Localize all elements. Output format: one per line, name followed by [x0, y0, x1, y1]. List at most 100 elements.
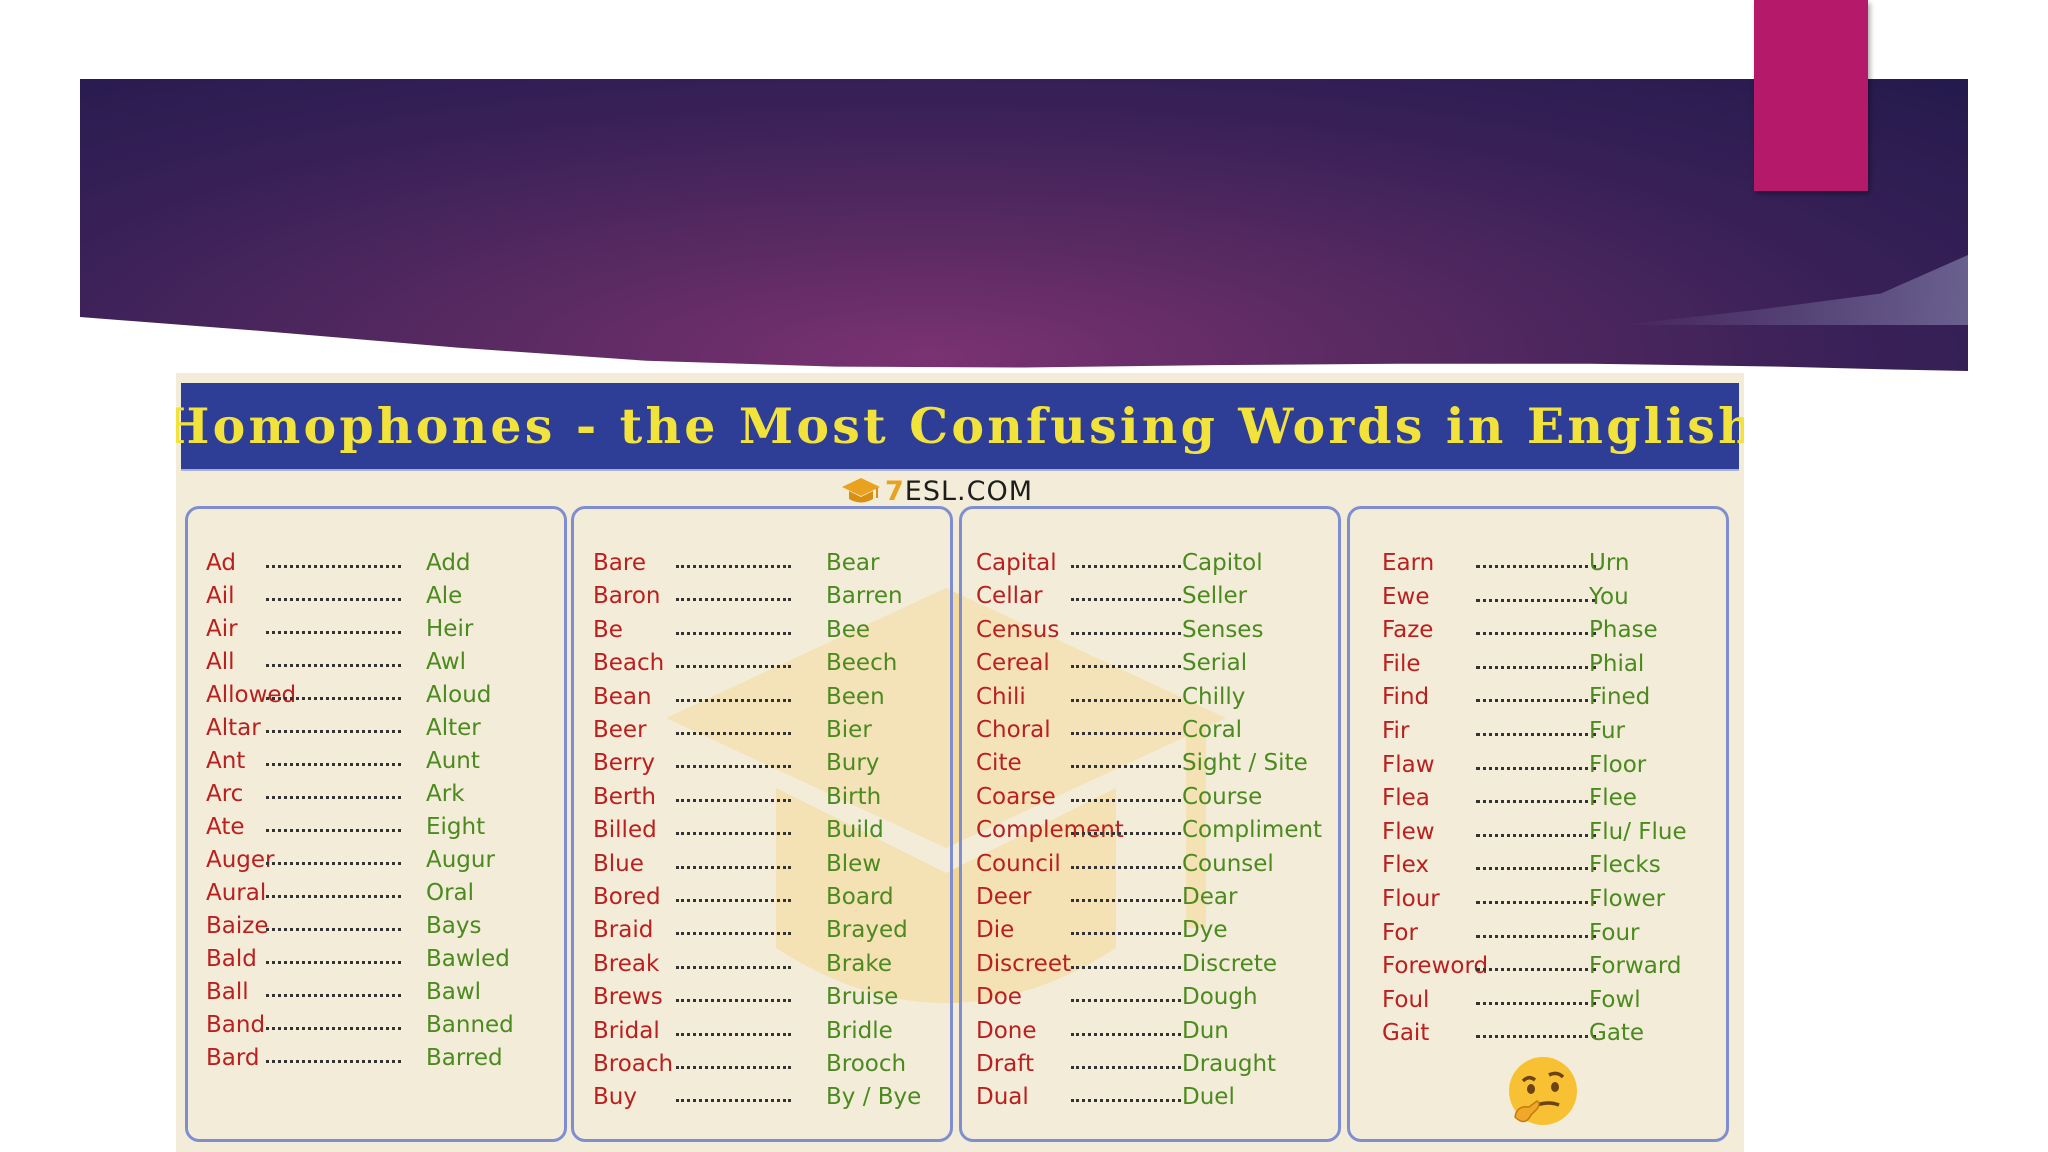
dotted-leader: [676, 1066, 791, 1069]
homophone-word: Broach: [593, 1051, 674, 1077]
homophone-match: Forward: [1589, 953, 1682, 980]
homophone-match: Discrete: [1182, 950, 1277, 977]
thinking-face-icon: [1509, 1057, 1577, 1125]
homophone-match: Phase: [1589, 617, 1658, 644]
homophone-word: Foul: [1382, 986, 1430, 1013]
dotted-leader: [676, 631, 791, 635]
homophone-word: Allowed: [206, 682, 297, 708]
homophone-match: Bawl: [426, 979, 482, 1005]
dotted-leader: [1476, 565, 1596, 568]
dotted-leader: [1071, 832, 1181, 836]
dotted-leader: [1071, 965, 1181, 969]
dotted-leader: [1071, 698, 1181, 702]
homophone-match: Bee: [826, 616, 871, 643]
dotted-leader: [1071, 631, 1181, 635]
homophone-word: Ad: [206, 550, 236, 576]
homophone-match: Barred: [426, 1045, 503, 1071]
homophone-match: Brayed: [826, 917, 908, 944]
dotted-leader: [1071, 732, 1181, 735]
homophone-match: Flecks: [1589, 852, 1661, 879]
homophone-word: Bridal: [593, 1017, 660, 1044]
dotted-leader: [676, 565, 791, 568]
dotted-leader: [1071, 932, 1181, 936]
homophone-word: Flex: [1382, 852, 1429, 879]
dotted-leader: [1071, 765, 1181, 769]
dotted-leader: [266, 1060, 401, 1063]
dotted-leader: [1476, 867, 1596, 871]
homophones-poster: Homophones - the Most Confusing Words in…: [176, 373, 1744, 1152]
word-panel-1: [185, 506, 567, 1142]
dotted-leader: [676, 899, 791, 902]
homophone-match: Beech: [826, 650, 898, 677]
homophone-match: Fur: [1589, 718, 1626, 744]
homophone-word: Fir: [1382, 718, 1410, 744]
dotted-leader: [1071, 598, 1181, 602]
homophone-word: File: [1382, 650, 1421, 677]
logo-seven: 7: [885, 475, 905, 507]
dotted-leader: [1476, 766, 1596, 770]
logo-text: ESL.COM: [904, 475, 1034, 507]
homophone-word: Break: [593, 950, 660, 977]
homophone-match: Fowl: [1589, 986, 1641, 1013]
homophone-match: Bury: [826, 750, 880, 777]
dotted-leader: [1476, 1035, 1596, 1039]
homophone-match: Board: [826, 884, 894, 910]
homophone-word: Buy: [593, 1084, 637, 1111]
homophone-match: Aloud: [426, 682, 492, 708]
homophone-word: Cite: [976, 750, 1022, 777]
homophone-match: Bays: [426, 913, 482, 939]
homophone-match: Capitol: [1182, 550, 1263, 576]
accent-tab: [1754, 0, 1868, 191]
dotted-leader: [1071, 999, 1181, 1003]
homophone-word: Bean: [593, 683, 652, 710]
dotted-leader: [1476, 833, 1596, 837]
dotted-leader: [1476, 632, 1596, 636]
dotted-leader: [1476, 901, 1596, 904]
dotted-leader: [266, 928, 401, 931]
dotted-leader: [266, 598, 401, 601]
homophone-match: Bier: [826, 717, 872, 743]
homophone-match: By / Bye: [826, 1084, 922, 1111]
homophone-word: Band: [206, 1012, 266, 1038]
homophone-match: Coral: [1182, 717, 1243, 743]
dotted-leader: [1476, 733, 1596, 736]
homophone-match: Dun: [1182, 1017, 1229, 1044]
site-logo: 7ESL.COM: [841, 473, 1033, 509]
homophone-word: Dual: [976, 1084, 1029, 1111]
homophone-match: Eight: [426, 814, 486, 840]
homophone-word: Brews: [593, 984, 663, 1011]
dotted-leader: [266, 829, 401, 832]
homophone-match: Phial: [1589, 650, 1645, 677]
homophone-match: Flee: [1589, 785, 1637, 812]
homophone-word: Blue: [593, 850, 644, 877]
homophone-match: Duel: [1182, 1084, 1235, 1111]
homophone-match: Build: [826, 817, 884, 844]
homophone-word: Braid: [593, 917, 654, 944]
dotted-leader: [266, 631, 401, 634]
homophone-word: Baize: [206, 913, 269, 939]
homophone-word: Die: [976, 917, 1015, 944]
homophone-word: Foreword: [1382, 953, 1489, 980]
dotted-leader: [676, 698, 791, 702]
homophone-match: Draught: [1182, 1051, 1277, 1077]
homophone-word: Beach: [593, 650, 665, 677]
dotted-leader: [266, 862, 401, 865]
homophone-word: Cereal: [976, 650, 1050, 677]
dotted-leader: [1476, 934, 1596, 938]
homophone-word: Deer: [976, 884, 1032, 910]
homophone-word: Cellar: [976, 583, 1043, 610]
homophone-match: Birth: [826, 783, 882, 810]
homophone-match: Gate: [1589, 1020, 1645, 1047]
homophone-match: Been: [826, 683, 885, 710]
homophone-word: Billed: [593, 817, 657, 844]
homophone-match: Seller: [1182, 583, 1248, 610]
dotted-leader: [676, 1032, 791, 1036]
homophone-match: Floor: [1589, 751, 1647, 778]
homophone-word: Ewe: [1382, 583, 1430, 610]
homophone-word: Gait: [1382, 1020, 1430, 1047]
homophone-word: Bald: [206, 946, 257, 972]
dotted-leader: [1476, 800, 1596, 804]
homophone-word: Council: [976, 850, 1061, 877]
dotted-leader: [266, 796, 401, 799]
homophone-word: Arc: [206, 781, 244, 807]
